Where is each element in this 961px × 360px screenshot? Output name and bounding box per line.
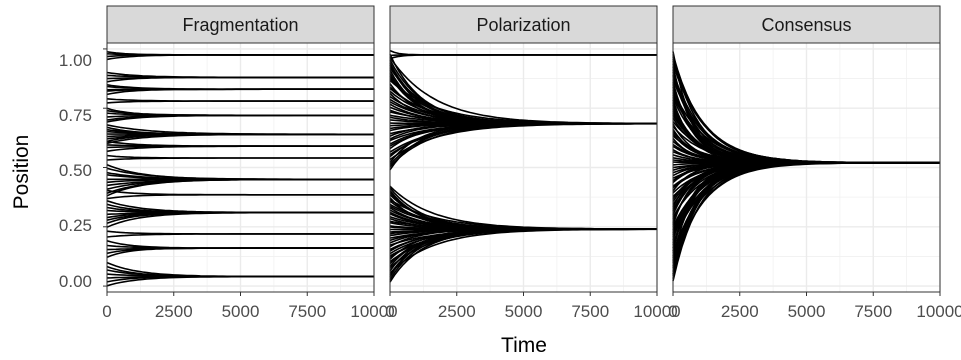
facet-strip <box>106 5 375 44</box>
x-tick-label: 2500 <box>155 302 193 321</box>
series-line <box>106 51 374 56</box>
y-axis: 0.00 0.25 0.50 0.75 1.00 <box>59 51 92 291</box>
y-tick-label: 0.75 <box>59 106 92 125</box>
series-line <box>106 230 374 235</box>
x-tick-label: 0 <box>102 302 111 321</box>
x-tick-label: 2500 <box>438 302 476 321</box>
facet-strip-label: Fragmentation <box>182 15 298 35</box>
x-tick-label: 5000 <box>788 302 826 321</box>
series-line <box>106 261 374 278</box>
series-line <box>106 200 374 214</box>
y-tick-label: 0.00 <box>59 272 92 291</box>
y-axis-title: Position <box>10 135 33 210</box>
facet-panel-consensus: Consensus 0 2500 5000 7500 10000 <box>668 5 961 321</box>
series-line <box>389 49 657 56</box>
facet-strip-label: Polarization <box>476 15 570 35</box>
x-axis-title: Time <box>501 334 547 357</box>
x-tick-label: 7500 <box>854 302 892 321</box>
x-tick-label: 5000 <box>505 302 543 321</box>
series-line <box>106 154 374 159</box>
series-line <box>106 240 374 249</box>
y-tick-label: 0.50 <box>59 161 92 180</box>
y-tick-label: 1.00 <box>59 51 92 70</box>
facet-strip <box>672 5 941 44</box>
series-line <box>106 140 374 147</box>
facet-strip <box>389 5 658 44</box>
gridlines <box>106 43 375 292</box>
series-line <box>106 71 374 79</box>
facet-strip-label: Consensus <box>761 15 851 35</box>
x-tick-label: 10000 <box>916 302 961 321</box>
facet-panel-fragmentation: Fragmentation 0 2500 5000 7500 10000 <box>102 5 398 321</box>
facet-panel-polarization: Polarization 0 2500 5000 7500 10000 <box>385 5 681 321</box>
x-tick-label: 10000 <box>633 302 680 321</box>
x-tick-label: 0 <box>668 302 677 321</box>
y-tick-label: 0.25 <box>59 216 92 235</box>
series-line <box>106 107 374 117</box>
x-tick-label: 7500 <box>288 302 326 321</box>
x-tick-label: 10000 <box>350 302 397 321</box>
series-lines <box>106 51 375 287</box>
series-line <box>672 51 940 164</box>
series-line <box>389 185 657 230</box>
series-line <box>106 98 374 102</box>
x-tick-label: 0 <box>385 302 394 321</box>
series-line <box>106 163 375 181</box>
series-lines <box>389 49 658 283</box>
series-line <box>106 84 374 90</box>
series-line <box>106 124 374 136</box>
x-tick-label: 2500 <box>721 302 759 321</box>
series-lines <box>672 51 941 282</box>
x-tick-label: 5000 <box>222 302 260 321</box>
series-line <box>106 189 374 196</box>
series-line <box>389 53 657 125</box>
x-tick-label: 7500 <box>571 302 609 321</box>
